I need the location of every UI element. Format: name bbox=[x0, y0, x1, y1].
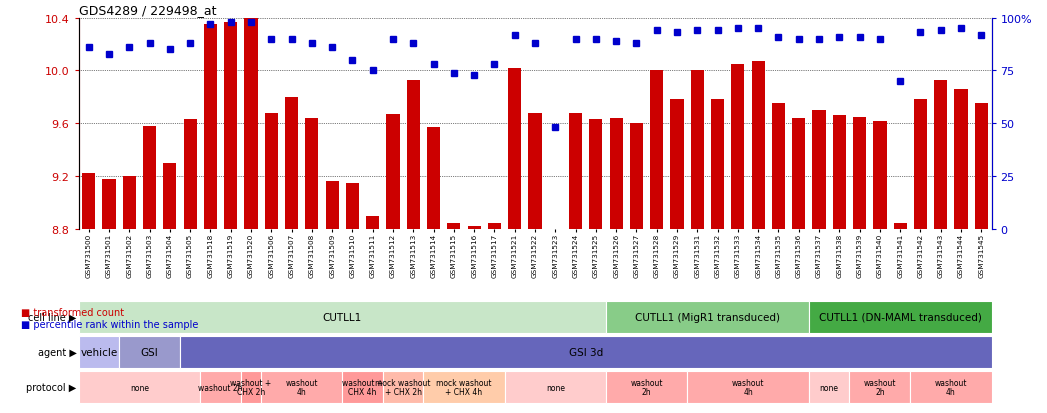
Bar bbox=[383, 371, 423, 403]
Bar bbox=[386, 115, 400, 413]
Text: washout 2h: washout 2h bbox=[198, 383, 243, 392]
Bar bbox=[691, 71, 704, 413]
Text: washout
2h: washout 2h bbox=[630, 378, 663, 396]
Bar bbox=[529, 114, 541, 413]
Bar bbox=[606, 371, 687, 403]
Bar bbox=[975, 104, 988, 413]
Text: washout
4h: washout 4h bbox=[935, 378, 967, 396]
Bar bbox=[103, 179, 115, 413]
Bar bbox=[849, 371, 910, 403]
Text: washout
2h: washout 2h bbox=[864, 378, 896, 396]
Bar bbox=[711, 100, 725, 413]
Bar bbox=[406, 81, 420, 413]
Bar bbox=[894, 224, 907, 413]
Bar bbox=[224, 23, 238, 413]
Bar bbox=[955, 90, 967, 413]
Text: ■ transformed count: ■ transformed count bbox=[21, 307, 124, 317]
Bar bbox=[873, 121, 887, 413]
Text: CUTLL1 (MigR1 transduced): CUTLL1 (MigR1 transduced) bbox=[634, 312, 780, 322]
Bar bbox=[285, 97, 298, 413]
Bar bbox=[265, 114, 277, 413]
Bar bbox=[630, 124, 643, 413]
Bar bbox=[342, 371, 383, 403]
Bar bbox=[752, 62, 764, 413]
Text: vehicle: vehicle bbox=[81, 347, 117, 357]
Text: mock washout
+ CHX 2h: mock washout + CHX 2h bbox=[376, 378, 431, 396]
Bar bbox=[853, 117, 866, 413]
Bar bbox=[670, 100, 684, 413]
Bar bbox=[306, 119, 318, 413]
Bar bbox=[241, 371, 261, 403]
Bar bbox=[423, 371, 505, 403]
Text: washout
4h: washout 4h bbox=[732, 378, 764, 396]
Bar bbox=[366, 216, 379, 413]
Text: GDS4289 / 229498_at: GDS4289 / 229498_at bbox=[79, 5, 216, 17]
Bar bbox=[609, 119, 623, 413]
Bar bbox=[809, 371, 849, 403]
Bar bbox=[731, 65, 744, 413]
Bar bbox=[82, 174, 95, 413]
Bar bbox=[569, 114, 582, 413]
Text: agent ▶: agent ▶ bbox=[38, 347, 76, 357]
Text: none: none bbox=[820, 383, 839, 392]
Text: mock washout
+ CHX 4h: mock washout + CHX 4h bbox=[437, 378, 492, 396]
Text: GSI 3d: GSI 3d bbox=[569, 347, 603, 357]
Bar bbox=[910, 371, 992, 403]
Bar bbox=[79, 371, 200, 403]
Bar bbox=[606, 301, 809, 333]
Bar bbox=[447, 224, 461, 413]
Bar bbox=[143, 126, 156, 413]
Bar bbox=[326, 182, 339, 413]
Bar bbox=[914, 100, 927, 413]
Bar bbox=[261, 371, 342, 403]
Bar bbox=[793, 119, 805, 413]
Bar bbox=[119, 336, 180, 368]
Bar bbox=[204, 25, 217, 413]
Bar bbox=[79, 301, 606, 333]
Bar bbox=[79, 336, 119, 368]
Bar bbox=[200, 371, 241, 403]
Text: GSI: GSI bbox=[140, 347, 158, 357]
Bar bbox=[163, 164, 176, 413]
Bar bbox=[183, 120, 197, 413]
Bar bbox=[812, 111, 826, 413]
Text: washout
4h: washout 4h bbox=[286, 378, 318, 396]
Bar bbox=[934, 81, 948, 413]
Text: cell line ▶: cell line ▶ bbox=[28, 312, 76, 322]
Bar bbox=[508, 69, 521, 413]
Text: CUTLL1 (DN-MAML transduced): CUTLL1 (DN-MAML transduced) bbox=[819, 312, 982, 322]
Bar bbox=[549, 229, 562, 413]
Text: none: none bbox=[545, 383, 564, 392]
Bar bbox=[346, 183, 359, 413]
Bar bbox=[650, 71, 664, 413]
Bar bbox=[589, 120, 602, 413]
Text: washout +
CHX 2h: washout + CHX 2h bbox=[230, 378, 271, 396]
Text: CUTLL1: CUTLL1 bbox=[322, 312, 362, 322]
Bar bbox=[505, 371, 606, 403]
Bar bbox=[809, 301, 992, 333]
Bar bbox=[244, 19, 258, 413]
Bar bbox=[488, 224, 502, 413]
Bar bbox=[832, 116, 846, 413]
Bar bbox=[772, 104, 785, 413]
Text: protocol ▶: protocol ▶ bbox=[26, 382, 76, 392]
Text: washout +
CHX 4h: washout + CHX 4h bbox=[342, 378, 383, 396]
Bar bbox=[468, 227, 481, 413]
Text: none: none bbox=[130, 383, 149, 392]
Bar bbox=[122, 177, 136, 413]
Bar bbox=[427, 128, 440, 413]
Text: ■ percentile rank within the sample: ■ percentile rank within the sample bbox=[21, 319, 198, 329]
Bar bbox=[687, 371, 809, 403]
Bar bbox=[180, 336, 992, 368]
